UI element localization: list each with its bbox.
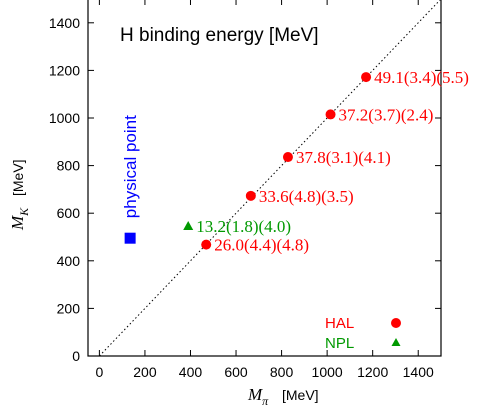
legend-marker-hal bbox=[391, 318, 401, 328]
y-tick-label: 1000 bbox=[49, 110, 80, 126]
data-points: 26.0(4.4)(4.8) 33.6(4.8)(3.5) 37.8(3.1)(4.… bbox=[183, 68, 469, 255]
x-axis-ticks: 0 200 400 600 800 1000 1200 1400 bbox=[95, 0, 434, 380]
point-npl bbox=[183, 221, 194, 231]
data-label-npl: 13.2(1.8)(4.0) bbox=[196, 217, 291, 236]
y-tick-label: 1400 bbox=[49, 15, 80, 31]
diagonal-line bbox=[99, 0, 441, 357]
y-tick-label: 200 bbox=[57, 300, 81, 316]
point-hal bbox=[325, 109, 336, 120]
x-tick-label: 1400 bbox=[403, 364, 434, 380]
physical-point-label: physical point bbox=[121, 115, 140, 218]
data-label-hal: 37.8(3.1)(4.1) bbox=[296, 148, 391, 167]
point-hal bbox=[201, 239, 212, 250]
y-tick-label: 0 bbox=[72, 348, 80, 364]
legend-marker-npl bbox=[391, 338, 401, 346]
legend-label-hal: HAL bbox=[325, 315, 354, 332]
y-axis-label: MK [MeV] bbox=[8, 159, 31, 231]
x-tick-label: 1000 bbox=[312, 364, 343, 380]
physical-point-marker bbox=[124, 232, 136, 244]
x-tick-label: 800 bbox=[270, 364, 294, 380]
legend-label-npl: NPL bbox=[325, 335, 354, 352]
y-axis-symbol: M bbox=[8, 215, 27, 231]
x-tick-label: 400 bbox=[179, 364, 203, 380]
x-axis-subscript: π bbox=[262, 394, 269, 408]
data-label-hal: 37.2(3.7)(2.4) bbox=[339, 105, 434, 124]
point-hal bbox=[282, 152, 293, 163]
x-tick-label: 0 bbox=[95, 364, 103, 380]
legend: HAL NPL bbox=[325, 315, 401, 352]
x-tick-label: 1200 bbox=[357, 364, 388, 380]
x-axis-unit: [MeV] bbox=[282, 387, 319, 403]
point-hal bbox=[245, 190, 256, 201]
y-axis-ticks: 0 200 400 600 800 1000 1200 1400 bbox=[49, 15, 441, 364]
svg-text:Mπ: Mπ bbox=[247, 385, 269, 408]
y-axis-subscript: K bbox=[17, 207, 31, 217]
x-tick-label: 200 bbox=[133, 364, 157, 380]
chart-title: H binding energy [MeV] bbox=[120, 25, 319, 46]
x-tick-label: 600 bbox=[224, 364, 248, 380]
y-tick-label: 1200 bbox=[49, 62, 80, 78]
y-axis-unit: [MeV] bbox=[10, 159, 26, 196]
data-label-hal: 33.6(4.8)(3.5) bbox=[259, 187, 354, 206]
y-tick-label: 800 bbox=[57, 158, 81, 174]
plot-frame bbox=[87, 0, 442, 357]
svg-text:MK: MK bbox=[8, 207, 31, 231]
y-tick-label: 600 bbox=[57, 205, 81, 221]
point-hal bbox=[361, 72, 372, 83]
data-label-hal: 49.1(3.4)(5.5) bbox=[374, 68, 469, 87]
y-tick-label: 400 bbox=[57, 253, 81, 269]
x-axis-symbol: M bbox=[247, 385, 263, 404]
data-label-hal: 26.0(4.4)(4.8) bbox=[214, 236, 309, 255]
x-axis-label: Mπ [MeV] bbox=[247, 385, 319, 408]
